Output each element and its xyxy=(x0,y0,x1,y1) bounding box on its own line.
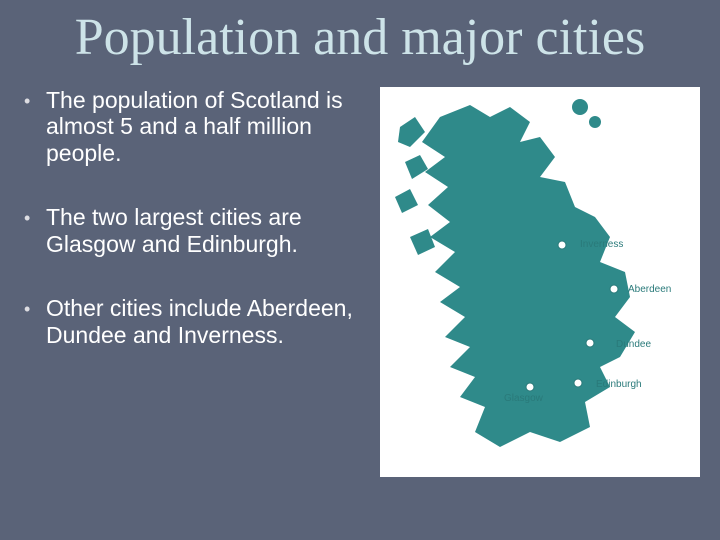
bullet-text: The two largest cities are Glasgow and E… xyxy=(46,204,370,257)
bullet-icon: • xyxy=(20,295,46,348)
list-item: • Other cities include Aberdeen, Dundee … xyxy=(20,295,370,348)
bullet-list: • The population of Scotland is almost 5… xyxy=(20,87,380,477)
map-island xyxy=(398,117,425,147)
svg-text:Inverness: Inverness xyxy=(580,239,623,250)
svg-text:Aberdeen: Aberdeen xyxy=(628,284,671,295)
page-title: Population and major cities xyxy=(0,0,720,67)
map-island xyxy=(405,155,428,179)
svg-text:Dundee: Dundee xyxy=(616,339,651,350)
list-item: • The two largest cities are Glasgow and… xyxy=(20,204,370,257)
map-island xyxy=(589,116,601,128)
bullet-icon: • xyxy=(20,204,46,257)
map-island xyxy=(395,189,418,213)
map-island xyxy=(410,229,435,255)
scotland-map: Inverness Aberdeen Dundee Edinburgh Glas… xyxy=(380,87,700,477)
bullet-text: Other cities include Aberdeen, Dundee an… xyxy=(46,295,370,348)
map-container: Inverness Aberdeen Dundee Edinburgh Glas… xyxy=(380,87,700,477)
svg-text:Glasgow: Glasgow xyxy=(504,393,544,404)
list-item: • The population of Scotland is almost 5… xyxy=(20,87,370,166)
bullet-text: The population of Scotland is almost 5 a… xyxy=(46,87,370,166)
content-row: • The population of Scotland is almost 5… xyxy=(0,67,720,477)
svg-text:Edinburgh: Edinburgh xyxy=(596,379,642,390)
bullet-icon: • xyxy=(20,87,46,166)
map-island xyxy=(572,99,588,115)
